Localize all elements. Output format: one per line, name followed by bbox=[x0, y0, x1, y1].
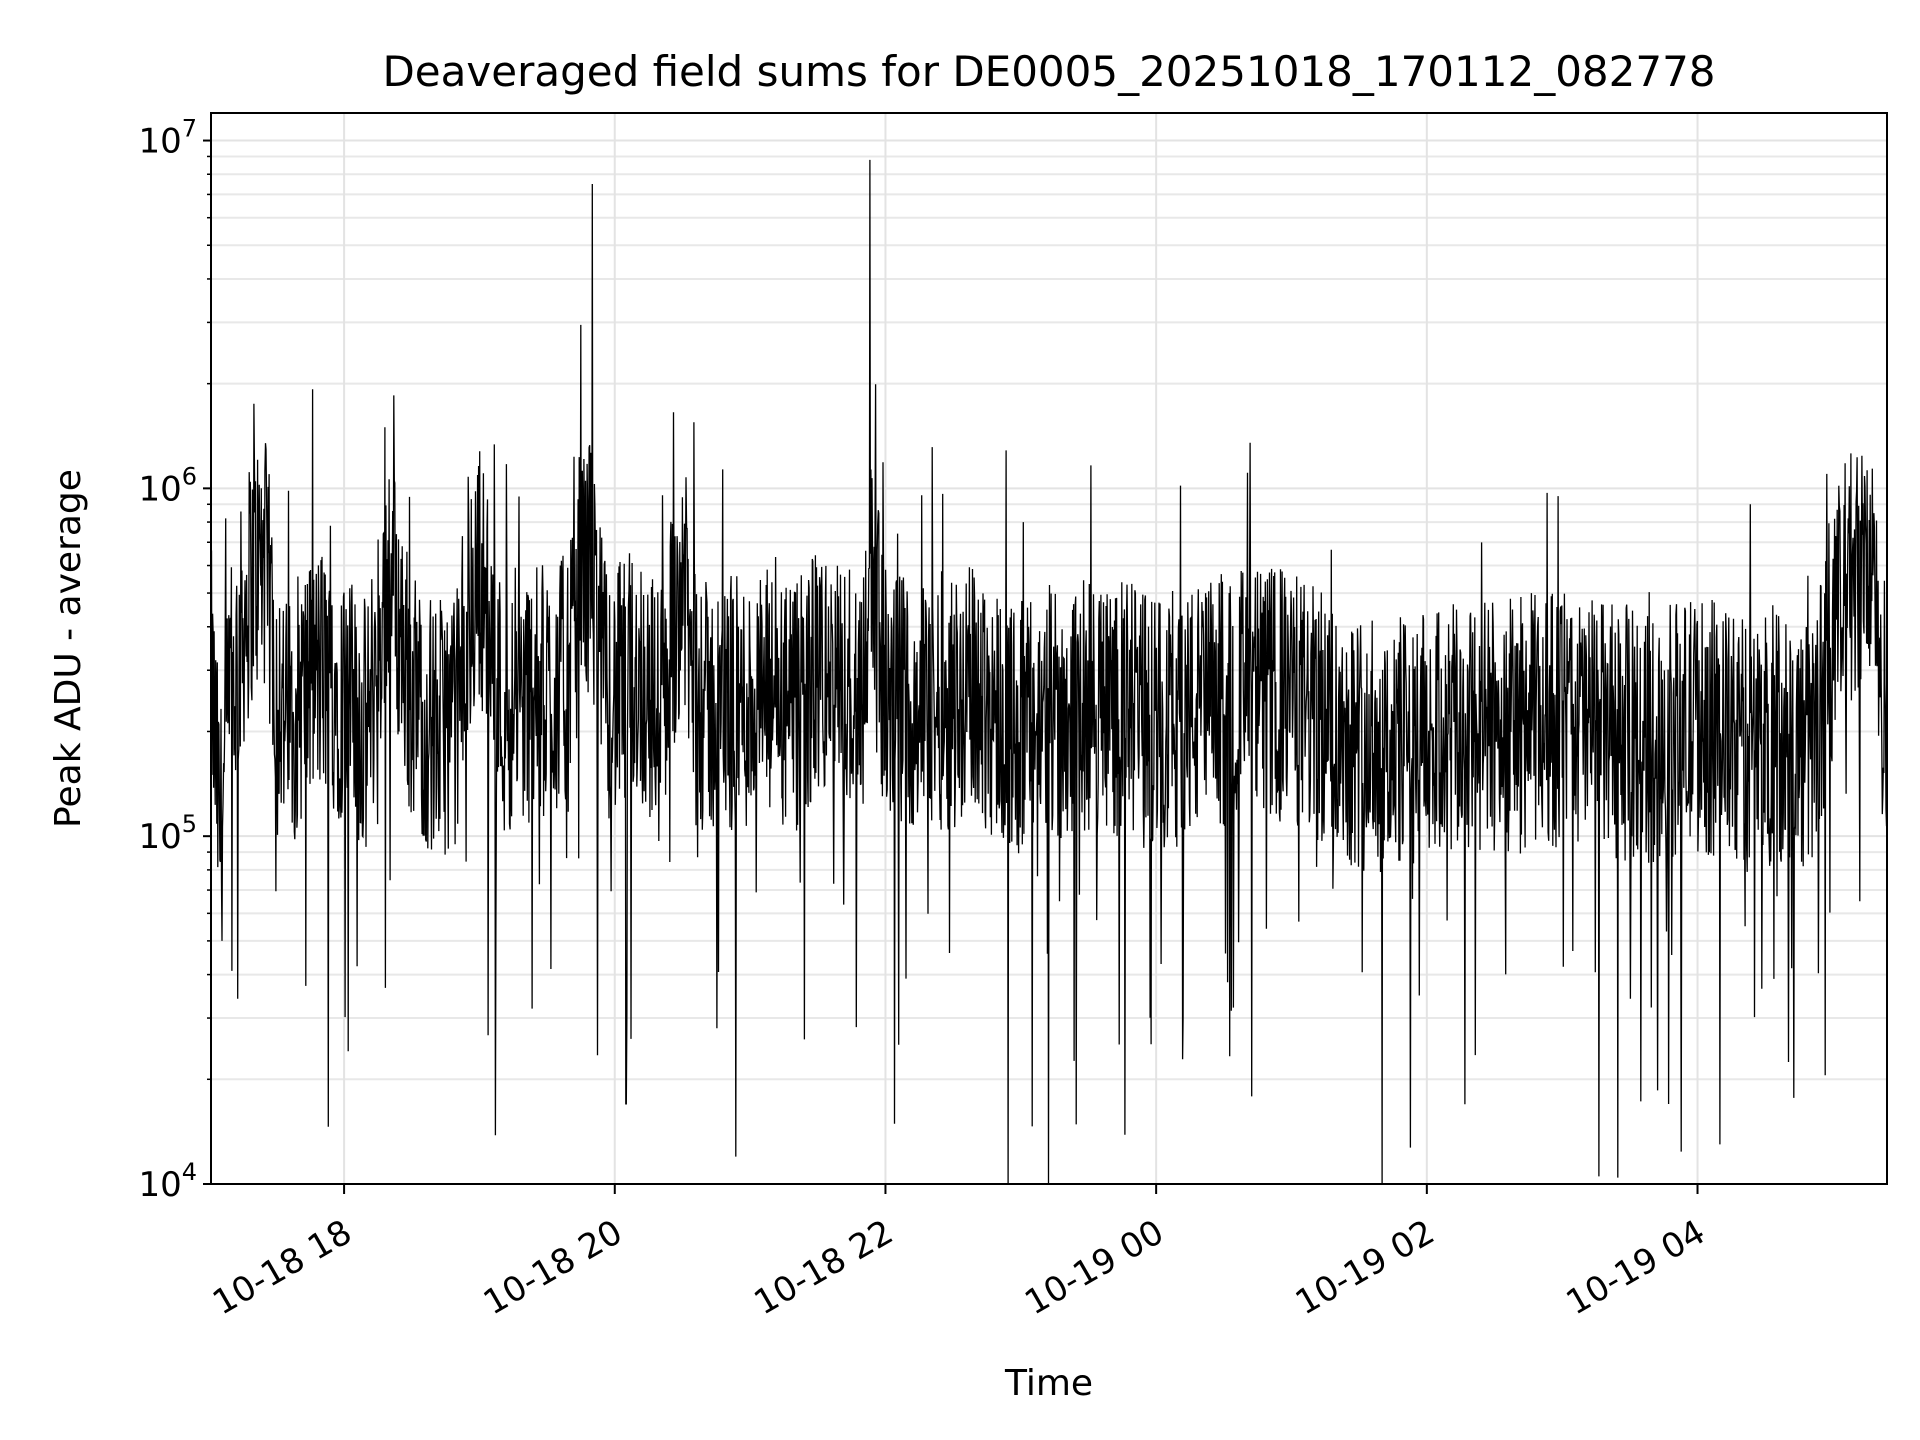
y-tick-label: 104 bbox=[138, 1158, 197, 1205]
chart-title: Deaveraged field sums for DE0005_2025101… bbox=[382, 47, 1715, 96]
series-line bbox=[210, 159, 1888, 1185]
y-tick-label: 106 bbox=[138, 462, 197, 509]
x-tick-label: 10-18 22 bbox=[748, 1212, 900, 1323]
x-tick-label: 10-19 04 bbox=[1560, 1212, 1712, 1323]
y-tick-label: 105 bbox=[138, 810, 197, 857]
x-tick-label: 10-18 20 bbox=[477, 1212, 629, 1323]
plot-frame bbox=[210, 112, 1888, 1185]
x-tick-label: 10-18 18 bbox=[206, 1212, 358, 1323]
x-tick-label: 10-19 02 bbox=[1289, 1212, 1441, 1323]
series-path bbox=[210, 159, 1888, 1185]
x-tick-label: 10-19 00 bbox=[1018, 1212, 1170, 1323]
x-axis-label: Time bbox=[1004, 1363, 1093, 1404]
y-tick-label: 107 bbox=[138, 115, 197, 162]
y-axis-label: Peak ADU - average bbox=[48, 469, 89, 828]
